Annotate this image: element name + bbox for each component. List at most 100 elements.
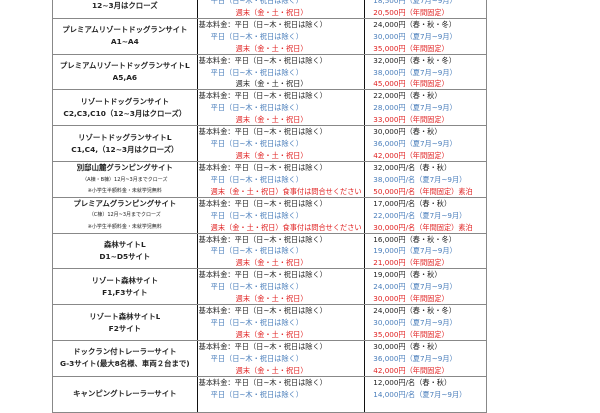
- plan-line: 週末（金・土・祝日）: [198, 7, 365, 19]
- plan-line: 基本料金：平日（日~木・祝日は除く）: [198, 341, 365, 353]
- site-name-line: プレミアムグランピングサイト: [73, 198, 176, 210]
- price-line: 30,000円（夏7月~9月）: [373, 31, 486, 43]
- price-line: 36,000円（夏7月~9月）: [373, 353, 486, 365]
- price-line: 21,000円（年間固定）: [373, 257, 486, 269]
- price-line: 14,000円/名（夏7月~9月）: [373, 389, 486, 401]
- site-name-cell: B9~B13サイト ※水道、電源無し12~3月はクローズ: [52, 0, 197, 18]
- plan-line: 平日（日~木・祝日は除く）: [198, 281, 365, 293]
- price-line: 24,000円（春・秋・冬）: [373, 305, 486, 317]
- price-line: 33,000円（年間固定）: [373, 114, 486, 126]
- plan-line: 基本料金：平日（日~木・祝日は除く）: [198, 162, 365, 174]
- price-cell: 32,000円（春・秋・冬）38,000円（夏7月~9月）45,000円（年間固…: [365, 55, 487, 90]
- price-line: 30,000円（夏7月~9月）: [373, 317, 486, 329]
- price-cell: 18,500円（夏7月~9月）20,500円（年間固定）: [365, 0, 487, 18]
- site-name-line: 森林サイトL: [104, 239, 146, 251]
- site-name-line: A1~A4: [111, 36, 139, 48]
- price-line: 18,500円（夏7月~9月）: [373, 0, 486, 7]
- price-line: 24,000円（夏7月~9月）: [373, 281, 486, 293]
- table-row: キャンピングトレーラーサイト 基本料金：平日（日~木・祝日は除く）平日（日~木・祝…: [52, 377, 487, 413]
- plan-line: 平日（日~木・祝日は除く）: [198, 245, 365, 257]
- plan-line: 週末（金・土・祝日）: [198, 329, 365, 341]
- price-cell: 24,000円（春・秋・冬）30,000円（夏7月~9月）35,000円（年間固…: [365, 19, 487, 54]
- price-line: 30,000円（春・秋）: [373, 341, 486, 353]
- plan-line: 平日（日~木・祝日は除く）: [198, 174, 365, 186]
- plan-cell: 基本料金：平日（日~木・祝日は除く）平日（日~木・祝日は除く）週末（金・土・祝日…: [197, 269, 366, 304]
- plan-line: 平日（日~木・祝日は除く）: [198, 0, 365, 7]
- site-name-cell: キャンピングトレーラーサイト: [52, 377, 197, 412]
- price-line: 20,500円（年間固定）: [373, 7, 486, 19]
- price-line: [373, 401, 486, 413]
- price-cell: 17,000円/名（春・秋）22,000円/名（夏7月~9月）30,000円/名…: [365, 198, 487, 233]
- price-line: 30,000円（春・秋）: [373, 126, 486, 138]
- price-line: 42,000円（年間固定）: [373, 150, 486, 162]
- site-name-line: リゾート森林サイト: [92, 275, 159, 287]
- price-line: 36,000円（夏7月~9月）: [373, 138, 486, 150]
- plan-cell: 基本料金：平日（日~木・祝日は除く）平日（日~木・祝日は除く）週末（金・土・祝日…: [197, 162, 366, 197]
- plan-line: 平日（日~木・祝日は除く）: [198, 389, 365, 401]
- plan-line: 週末（金・土・祝日）: [198, 365, 365, 377]
- price-cell: 12,000円/名（春・秋）14,000円/名（夏7月~9月）: [365, 377, 487, 412]
- plan-cell: 基本料金：平日（日~木・祝日は除く）平日（日~木・祝日は除く）週末（金・土・祝日…: [197, 0, 366, 18]
- site-name-line: プレミアムリゾートドッグランサイトL: [60, 60, 190, 72]
- plan-line: 基本料金：平日（日~木・祝日は除く）: [198, 19, 365, 31]
- plan-line: 平日（日~木・祝日は除く）: [198, 31, 365, 43]
- plan-cell: 基本料金：平日（日~木・祝日は除く）平日（日~木・祝日は除く）週末（金・土・祝日…: [197, 234, 366, 269]
- price-cell: 32,000円/名（春・秋）38,000円/名（夏7月~9月）50,000円/名…: [365, 162, 487, 197]
- site-name-line: G-3サイト(最大8名様、車両２台まで): [60, 358, 190, 370]
- site-name-cell: プレミアムグランピングサイト（C棟）12月~3月までクローズ※小学生半額料金・未…: [52, 198, 197, 233]
- site-name-line: C2,C3,C10（12~3月はクローズ）: [63, 108, 186, 120]
- site-name-line: ※小学生半額料金・未就学児無料: [88, 221, 162, 233]
- plan-cell: 基本料金：平日（日~木・祝日は除く）平日（日~木・祝日は除く）週末（金・土・祝日…: [197, 341, 366, 376]
- site-name-line: ドックラン付トレーラーサイト: [73, 346, 176, 358]
- price-line: 17,000円/名（春・秋）: [373, 198, 486, 210]
- plan-line: 平日（日~木・祝日は除く）: [198, 102, 365, 114]
- price-line: 38,000円/名（夏7月~9月）: [373, 174, 486, 186]
- site-name-line: D1~D5サイト: [99, 251, 150, 263]
- site-name-line: （C棟）12月~3月までクローズ: [89, 209, 161, 221]
- price-line: 30,000円/名（年間固定）素泊: [373, 222, 486, 234]
- price-line: 35,000円（年間固定）: [373, 43, 486, 55]
- plan-line: 基本料金：平日（日~木・祝日は除く）: [198, 234, 365, 246]
- plan-cell: 基本料金：平日（日~木・祝日は除く）平日（日~木・祝日は除く）週末（金・土・祝日…: [197, 90, 366, 125]
- plan-line: 平日（日~木・祝日は除く）: [198, 210, 365, 222]
- plan-line: 平日（日~木・祝日は除く）: [198, 67, 365, 79]
- table-row: B9~B13サイト ※水道、電源無し12~3月はクローズ基本料金：平日（日~木・…: [52, 0, 487, 19]
- site-name-line: リゾートドッグランサイト: [80, 96, 169, 108]
- site-name-line: プレミアムリゾートドッグランサイト: [62, 24, 187, 36]
- price-line: 22,000円（春・秋）: [373, 90, 486, 102]
- plan-line: 平日（日~木・祝日は除く）: [198, 138, 365, 150]
- plan-cell: 基本料金：平日（日~木・祝日は除く）平日（日~木・祝日は除く）週末（金・土・祝日…: [197, 305, 366, 340]
- plan-line: 基本料金：平日（日~木・祝日は除く）: [198, 198, 365, 210]
- site-name-line: F2サイト: [109, 323, 141, 335]
- plan-cell: 基本料金：平日（日~木・祝日は除く）平日（日~木・祝日は除く）: [197, 377, 366, 412]
- plan-cell: 基本料金：平日（日~木・祝日は除く）平日（日~木・祝日は除く）週末（金・土・祝日…: [197, 55, 366, 90]
- price-cell: 24,000円（春・秋・冬）30,000円（夏7月~9月）35,000円（年間固…: [365, 305, 487, 340]
- site-name-line: F1,F3サイト: [102, 287, 147, 299]
- plan-line: 平日（日~木・祝日は除く）: [198, 353, 365, 365]
- site-name-line: ※小学生半額料金・未就学児無料: [88, 185, 162, 197]
- plan-cell: 基本料金：平日（日~木・祝日は除く）平日（日~木・祝日は除く）週末（金・土・祝日…: [197, 198, 366, 233]
- price-cell: 30,000円（春・秋）36,000円（夏7月~9月）42,000円（年間固定）: [365, 341, 487, 376]
- site-name-line: キャンピングトレーラーサイト: [73, 388, 176, 400]
- price-line: 45,000円（年間固定）: [373, 78, 486, 90]
- price-cell: 30,000円（春・秋）36,000円（夏7月~9月）42,000円（年間固定）: [365, 126, 487, 161]
- plan-line: 基本料金：平日（日~木・祝日は除く）: [198, 305, 365, 317]
- site-name-line: A5,A6: [113, 72, 138, 84]
- price-line: 19,000円（夏7月~9月）: [373, 245, 486, 257]
- price-cell: 22,000円（春・秋）28,000円（夏7月~9月）33,000円（年間固定）: [365, 90, 487, 125]
- plan-line: 週末（金・土・祝日）: [198, 257, 365, 269]
- price-cell: 16,000円（春・秋・冬）19,000円（夏7月~9月）21,000円（年間固…: [365, 234, 487, 269]
- site-name-cell: 別邸山麓グランピングサイト（A棟・B棟）12月~3月までクローズ※小学生半額料金…: [52, 162, 197, 197]
